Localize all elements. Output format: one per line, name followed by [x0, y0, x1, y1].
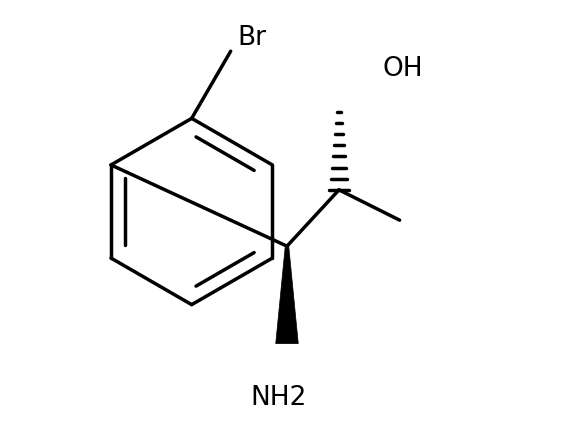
Polygon shape — [276, 246, 298, 344]
Text: Br: Br — [237, 25, 266, 51]
Text: OH: OH — [382, 55, 423, 82]
Text: NH2: NH2 — [250, 385, 306, 411]
